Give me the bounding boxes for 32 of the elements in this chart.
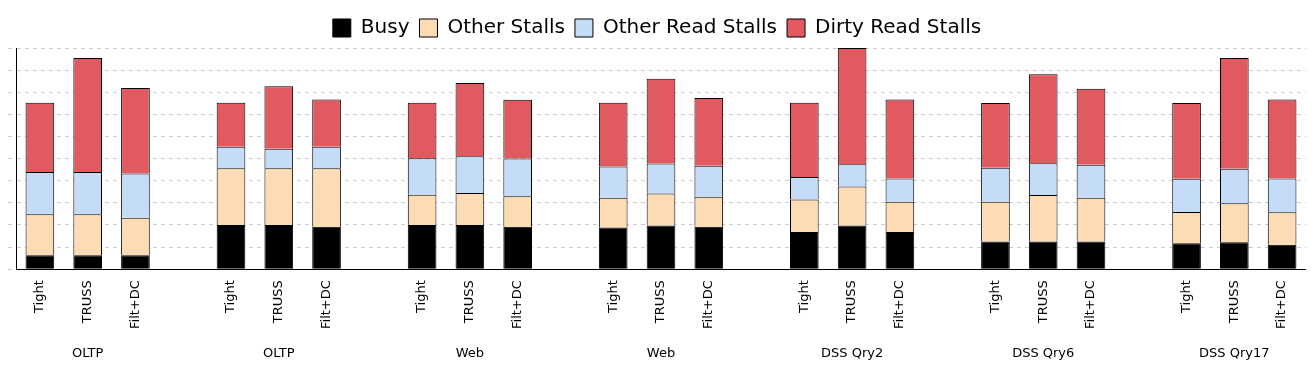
x-tick-label: TRUSS: [1034, 280, 1050, 325]
x-tick-label: Tight: [413, 280, 429, 314]
x-tick-label: Filt+DC: [1273, 280, 1289, 330]
legend-label: Other Stalls: [447, 14, 565, 39]
text: Web: [646, 345, 676, 361]
legend-label: Busy: [360, 14, 410, 39]
text: DSS Qry2: [821, 345, 884, 361]
x-tick-label: Tight: [222, 280, 238, 314]
legend-label: Other Read Stalls: [602, 14, 778, 39]
x-tick-label: TRUSS: [843, 280, 859, 325]
x-tick-label: Tight: [604, 280, 620, 314]
text: Web: [455, 345, 485, 361]
text: DSS Qry17: [1199, 345, 1270, 361]
x-tick-label: TRUSS: [461, 280, 477, 325]
x-tick-label: Tight: [31, 280, 47, 314]
x-tick-label: TRUSS: [1225, 280, 1241, 325]
x-tick-label: Filt+DC: [891, 280, 907, 330]
text: OLTP: [71, 345, 104, 361]
x-tick-label: TRUSS: [79, 280, 95, 325]
x-tick-label: Tight: [795, 280, 811, 314]
x-tick-label: Filt+DC: [700, 280, 716, 330]
text: OLTP: [263, 345, 295, 361]
x-tick-label: TRUSS: [270, 280, 286, 325]
x-tick-label: Filt+DC: [126, 280, 142, 330]
x-tick-label: Filt+DC: [1082, 280, 1098, 330]
text: DSS Qry6: [1012, 345, 1075, 361]
legend-label: Dirty Read Stalls: [815, 14, 982, 39]
x-tick-label: TRUSS: [652, 280, 668, 325]
x-tick-label: Filt+DC: [317, 280, 333, 330]
x-tick-label: Filt+DC: [509, 280, 525, 330]
x-tick-label: Tight: [986, 280, 1002, 314]
x-tick-label: Tight: [1177, 280, 1193, 314]
